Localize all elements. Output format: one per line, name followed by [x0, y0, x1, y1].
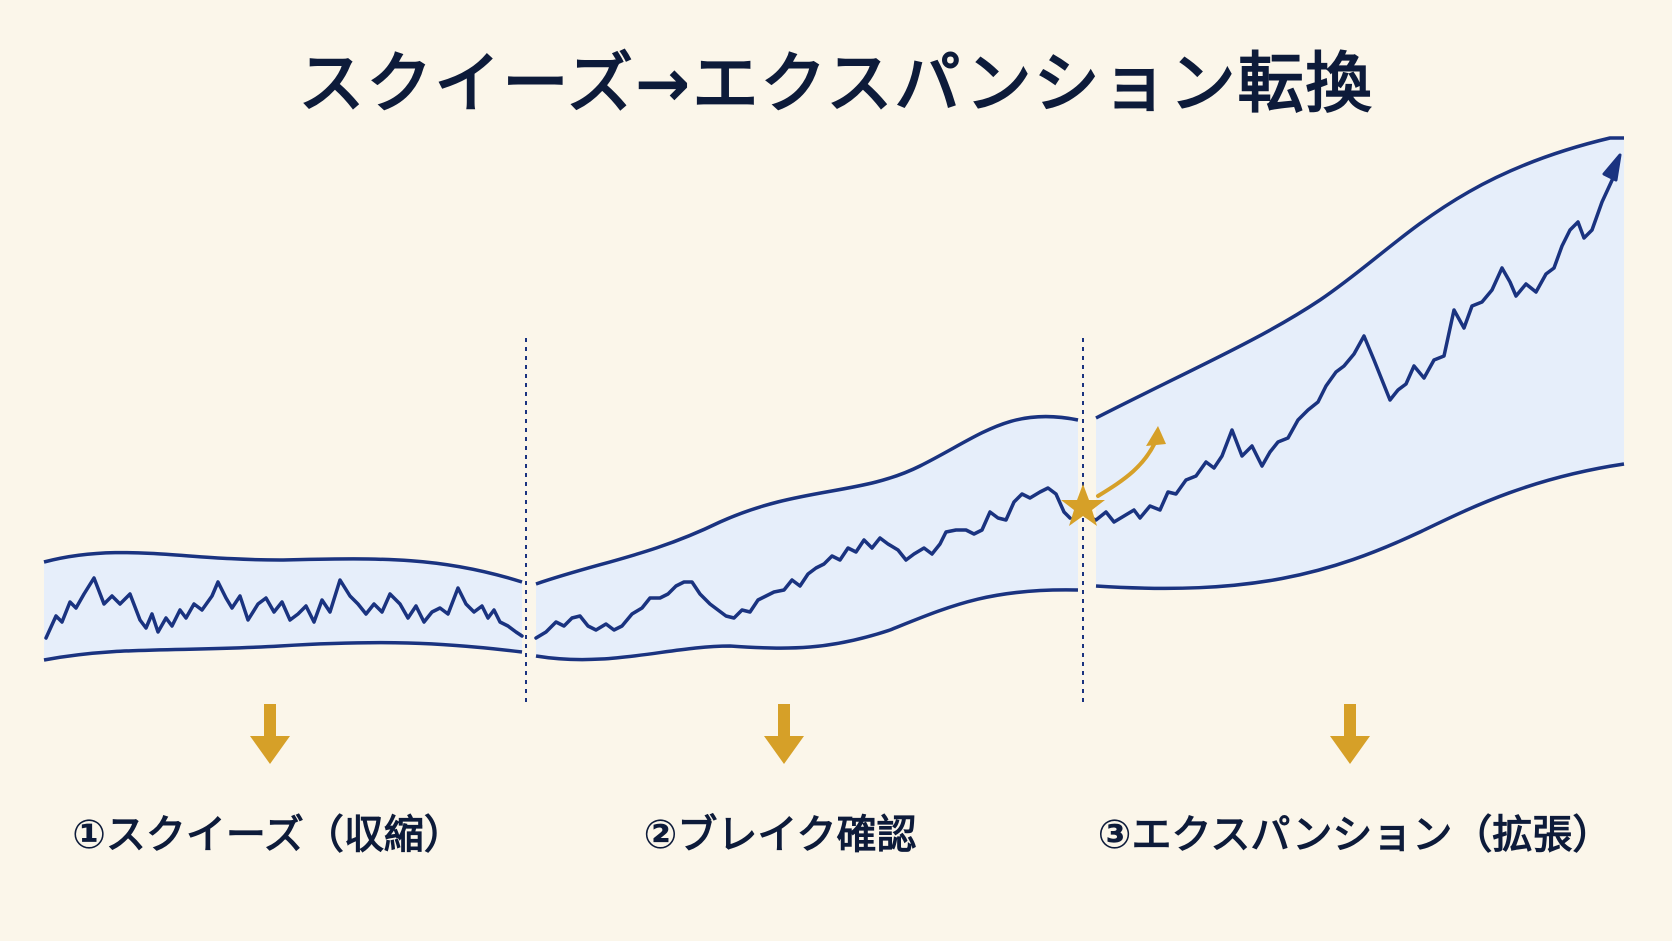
trend-arrow-head-icon — [1602, 153, 1622, 182]
breakout-direction-arrowhead-icon — [1146, 426, 1166, 446]
breakout-star-icon — [1061, 484, 1105, 526]
expansion-lower-band — [1095, 462, 1625, 591]
break-band-fill — [536, 416, 1078, 660]
break-price-line — [534, 486, 1072, 640]
phase-label-squeeze: ①スクイーズ（収縮） — [72, 812, 464, 858]
expansion-upper-band — [1095, 136, 1624, 420]
phase-3-down-arrow-icon — [1330, 704, 1370, 764]
squeeze-segment — [43, 550, 524, 662]
break-lower-band — [535, 588, 1079, 662]
break-upper-band — [535, 414, 1079, 586]
phase-1-down-arrow-icon — [250, 704, 290, 764]
expansion-band-fill — [1096, 138, 1624, 589]
expansion-price-line — [1084, 174, 1616, 524]
phase-2-down-arrow-icon — [764, 704, 804, 764]
phase-label-break: ②ブレイク確認 — [643, 812, 917, 858]
break-segment — [534, 414, 1079, 662]
phase-label-expansion: ③エクスパンション（拡張） — [1097, 812, 1613, 858]
squeeze-price-line — [44, 576, 524, 640]
expansion-segment — [1084, 136, 1625, 591]
page-title: スクイーズ→エクスパンション転換 — [298, 45, 1374, 122]
squeeze-lower-band — [43, 640, 523, 662]
squeeze-upper-band — [43, 550, 523, 584]
